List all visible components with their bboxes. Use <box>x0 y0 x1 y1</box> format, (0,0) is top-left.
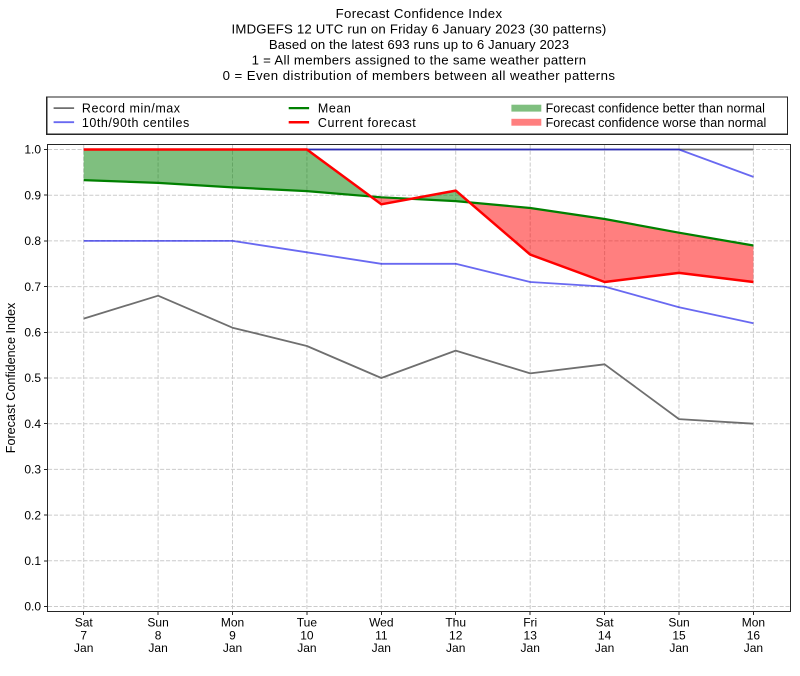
svg-text:Based on the latest 693 runs u: Based on the latest 693 runs up to 6 Jan… <box>269 37 569 52</box>
svg-text:8: 8 <box>155 628 162 642</box>
svg-text:12: 12 <box>449 628 463 642</box>
svg-text:0.8: 0.8 <box>24 234 41 248</box>
svg-text:Jan: Jan <box>521 641 540 655</box>
svg-text:Forecast confidence better tha: Forecast confidence better than normal <box>546 102 765 116</box>
svg-text:Thu: Thu <box>445 616 466 630</box>
svg-text:1.0: 1.0 <box>24 143 41 157</box>
svg-text:Fri: Fri <box>523 616 537 630</box>
svg-text:10: 10 <box>300 628 314 642</box>
svg-text:9: 9 <box>229 628 236 642</box>
svg-text:0.6: 0.6 <box>24 326 41 340</box>
svg-text:0.2: 0.2 <box>24 508 41 522</box>
svg-text:16: 16 <box>747 628 761 642</box>
svg-text:Tue: Tue <box>297 616 318 630</box>
svg-text:15: 15 <box>672 628 686 642</box>
svg-text:Forecast Confidence Index: Forecast Confidence Index <box>4 302 18 453</box>
svg-text:Current forecast: Current forecast <box>318 116 416 130</box>
svg-text:Jan: Jan <box>669 641 688 655</box>
svg-text:0.4: 0.4 <box>24 417 41 431</box>
svg-text:1 = All members assigned to th: 1 = All members assigned to the same wea… <box>252 53 587 68</box>
svg-text:Mean: Mean <box>318 102 351 116</box>
svg-text:0.7: 0.7 <box>24 280 41 294</box>
svg-text:Jan: Jan <box>74 641 93 655</box>
svg-text:IMDGEFS 12 UTC run on Friday 6: IMDGEFS 12 UTC run on Friday 6 January 2… <box>232 22 607 37</box>
svg-text:0.0: 0.0 <box>24 600 41 614</box>
svg-text:13: 13 <box>524 628 538 642</box>
svg-text:Jan: Jan <box>446 641 465 655</box>
svg-text:0.3: 0.3 <box>24 463 41 477</box>
svg-text:10th/90th centiles: 10th/90th centiles <box>82 116 190 130</box>
svg-text:Mon: Mon <box>742 616 765 630</box>
svg-text:0.5: 0.5 <box>24 371 41 385</box>
svg-text:Sat: Sat <box>596 616 615 630</box>
svg-text:Record min/max: Record min/max <box>82 102 181 116</box>
svg-text:Forecast Confidence Index: Forecast Confidence Index <box>336 6 503 21</box>
svg-text:Jan: Jan <box>744 641 763 655</box>
svg-text:Forecast confidence worse than: Forecast confidence worse than normal <box>546 116 767 130</box>
svg-text:Jan: Jan <box>595 641 614 655</box>
svg-text:Jan: Jan <box>223 641 242 655</box>
svg-text:Sun: Sun <box>147 616 168 630</box>
svg-text:Wed: Wed <box>369 616 393 630</box>
svg-text:11: 11 <box>375 628 388 642</box>
svg-text:7: 7 <box>80 628 87 642</box>
svg-text:Jan: Jan <box>297 641 316 655</box>
svg-text:Jan: Jan <box>148 641 167 655</box>
svg-text:0.1: 0.1 <box>24 554 41 568</box>
svg-text:Jan: Jan <box>372 641 391 655</box>
svg-text:0.9: 0.9 <box>24 188 41 202</box>
svg-text:Sat: Sat <box>75 616 94 630</box>
svg-text:14: 14 <box>598 628 612 642</box>
svg-text:0 = Even distribution of membe: 0 = Even distribution of members between… <box>223 68 616 83</box>
svg-text:Sun: Sun <box>668 616 689 630</box>
svg-text:Mon: Mon <box>221 616 244 630</box>
